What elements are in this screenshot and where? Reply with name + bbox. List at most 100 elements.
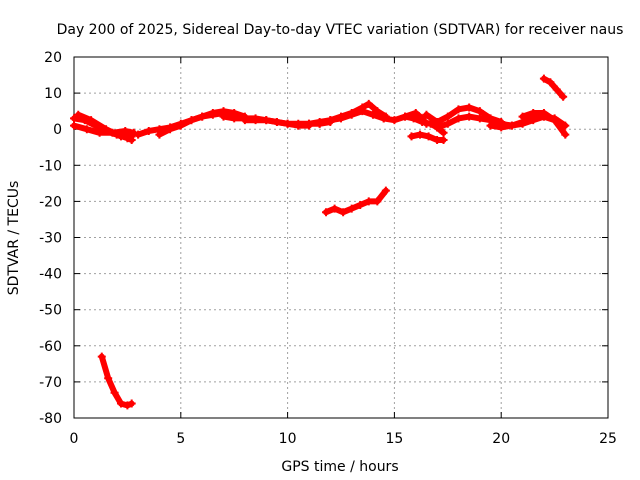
data-point (358, 107, 367, 116)
data-point (272, 117, 281, 126)
data-point (422, 110, 431, 119)
ticks: 0 5 10 15 20 25 -80 -70 -60 -50 -40 -30 -20 -10 0 10 20 (39, 50, 617, 447)
data-point (465, 112, 474, 121)
data-point (529, 116, 538, 125)
data-point (95, 128, 104, 137)
series-layer (70, 74, 570, 410)
x-axis-label: GPS time / hours (281, 459, 398, 475)
data-point (110, 388, 119, 397)
y-tick-label: -20 (39, 194, 62, 210)
data-point (539, 74, 548, 83)
data-point (454, 105, 463, 114)
data-point (337, 114, 345, 123)
y-tick-label: 20 (44, 50, 62, 66)
data-point (123, 401, 132, 410)
data-point (347, 204, 356, 213)
data-point (102, 125, 111, 134)
y-tick-label: 10 (44, 86, 62, 102)
data-point (198, 112, 207, 121)
data-point (283, 119, 292, 128)
y-tick-label: -10 (39, 158, 62, 174)
data-point (330, 204, 339, 213)
data-point (326, 116, 335, 125)
data-point (251, 116, 260, 125)
data-point (155, 130, 164, 139)
x-tick-label: 0 (70, 431, 79, 447)
data-point (443, 112, 452, 121)
data-point (240, 116, 249, 125)
data-point (439, 128, 448, 137)
data-point (322, 208, 331, 217)
data-point (407, 132, 416, 141)
data-point (390, 116, 399, 125)
data-point (373, 197, 382, 206)
data-point (166, 125, 175, 134)
chart-title: Day 200 of 2025, Sidereal Day-to-day VTE… (57, 22, 624, 38)
data-point (82, 125, 91, 134)
data-point (97, 352, 106, 361)
data-point (497, 119, 506, 128)
x-tick-label: 10 (279, 431, 297, 447)
y-tick-label: -80 (39, 411, 62, 427)
data-point (74, 110, 83, 119)
data-point (409, 114, 418, 123)
data-point (561, 121, 570, 130)
data-point (433, 123, 442, 132)
data-point (518, 112, 527, 121)
data-point (356, 201, 365, 210)
data-point (424, 132, 433, 141)
data-point (364, 197, 373, 206)
y-tick-label: -30 (39, 231, 62, 247)
data-point (411, 108, 420, 117)
y-tick-label: -40 (39, 267, 62, 283)
data-point (552, 85, 561, 94)
data-point (454, 114, 463, 123)
data-point (379, 114, 388, 123)
data-point (418, 117, 427, 126)
data-point (539, 108, 548, 117)
data-point (475, 114, 484, 123)
data-point (550, 116, 559, 125)
data-point (87, 116, 96, 125)
data-point (176, 121, 185, 130)
data-point (347, 110, 356, 119)
data-point (304, 119, 313, 128)
data-point (116, 399, 125, 408)
data-point (518, 119, 527, 128)
data-point (144, 127, 153, 136)
data-point (561, 130, 570, 139)
x-tick-label: 15 (385, 431, 403, 447)
data-point (475, 107, 484, 116)
grid (74, 57, 608, 418)
data-point (127, 132, 136, 141)
data-point (369, 110, 378, 119)
data-point (294, 121, 303, 130)
data-point (134, 130, 143, 139)
data-point (208, 108, 217, 117)
data-point (230, 114, 239, 123)
series-arc-20 (98, 353, 135, 409)
x-tick-label: 20 (492, 431, 510, 447)
data-point (401, 112, 410, 121)
y-tick-label: -70 (39, 375, 62, 391)
data-point (364, 99, 373, 108)
x-tick-label: 25 (599, 431, 617, 447)
data-point (529, 108, 538, 117)
series-arc-18 (540, 75, 567, 100)
data-point (219, 112, 228, 121)
data-point (127, 399, 136, 408)
data-point (443, 119, 452, 128)
data-point (507, 121, 516, 130)
y-axis-label: SDTVAR / TECUs (6, 181, 22, 296)
data-point (70, 121, 78, 130)
data-point (262, 116, 271, 125)
data-point (439, 136, 448, 145)
data-point (465, 103, 474, 112)
data-point (187, 116, 196, 125)
data-point (339, 208, 348, 217)
data-point (70, 114, 78, 123)
data-point (546, 78, 555, 87)
data-point (486, 121, 495, 130)
y-tick-label: -60 (39, 339, 62, 355)
